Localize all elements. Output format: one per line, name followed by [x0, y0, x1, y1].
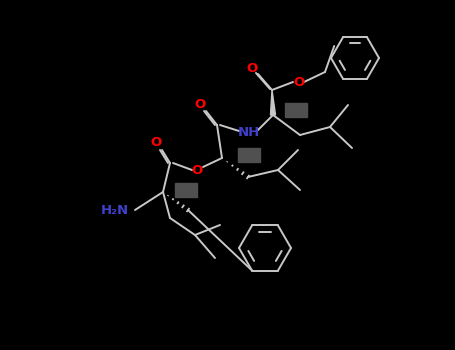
- Text: O: O: [246, 62, 258, 75]
- Bar: [175, 183, 197, 197]
- Bar: [238, 148, 260, 162]
- Text: O: O: [150, 136, 162, 149]
- Bar: [285, 103, 307, 117]
- Text: H₂N: H₂N: [101, 203, 129, 217]
- Text: O: O: [192, 163, 202, 176]
- Polygon shape: [271, 90, 275, 115]
- Text: O: O: [293, 76, 305, 89]
- Text: NH: NH: [238, 126, 260, 139]
- Text: O: O: [194, 98, 206, 111]
